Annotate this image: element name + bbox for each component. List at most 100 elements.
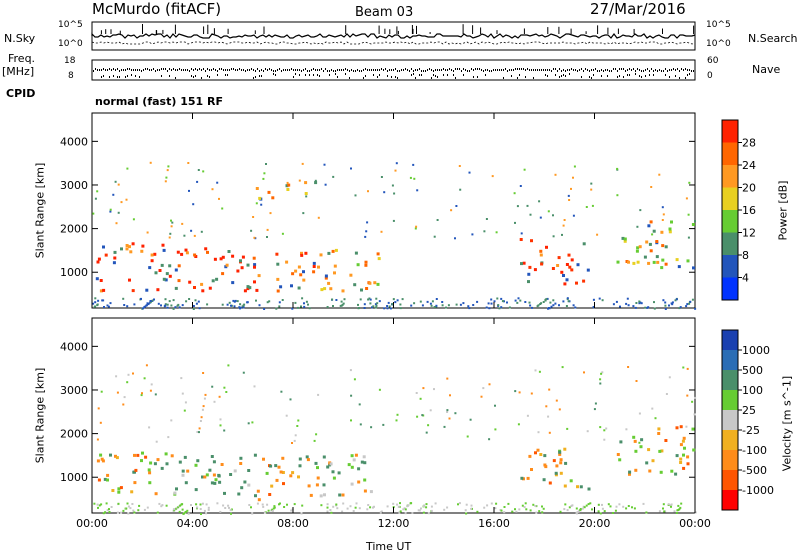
- echo-cell: [686, 259, 690, 263]
- freq-mark: [267, 69, 268, 71]
- freq-mark: [599, 70, 600, 72]
- echo-cell: [356, 263, 360, 267]
- echo-cell: [661, 258, 665, 262]
- echo-cell: [276, 289, 280, 293]
- ground-scatter-cell: [279, 502, 281, 505]
- ground-scatter-cell: [686, 303, 689, 306]
- scatter-cell: [200, 416, 203, 419]
- echo-cell: [569, 479, 573, 483]
- freq-mark: [443, 68, 444, 70]
- echo-cell: [333, 271, 336, 275]
- echo-cell: [619, 440, 623, 444]
- scatter-cell: [165, 176, 168, 179]
- colorbar-tick-label: 100: [742, 384, 763, 397]
- freq-mark: [467, 70, 468, 72]
- echo-cell: [362, 455, 366, 459]
- freq-mark: [565, 70, 566, 72]
- scatter-cell: [552, 235, 555, 238]
- ground-scatter-cell: [109, 302, 112, 305]
- scatter-cell: [414, 227, 417, 230]
- freq-mark: [209, 69, 210, 71]
- freq-mark: [171, 69, 172, 71]
- ground-scatter-cell: [266, 503, 269, 506]
- scatter-cell: [422, 387, 425, 390]
- echo-cell: [559, 458, 563, 462]
- echo-cell: [213, 481, 217, 485]
- echo-cell: [332, 476, 336, 480]
- nave-mark: [525, 76, 526, 78]
- freq-mark: [455, 68, 456, 70]
- ground-scatter-cell: [399, 303, 402, 306]
- station-title: McMurdo (fitACF): [92, 0, 222, 18]
- freq-mark: [593, 69, 594, 71]
- scatter-cell: [164, 180, 167, 183]
- ground-scatter-cell: [229, 509, 232, 512]
- ground-scatter-cell: [572, 304, 575, 307]
- nave-mark: [519, 74, 520, 76]
- scatter-cell: [514, 390, 517, 393]
- scatter-cell: [350, 419, 352, 422]
- nave-mark: [589, 76, 590, 78]
- ground-scatter-cell: [493, 300, 496, 303]
- echo-cell: [219, 257, 223, 261]
- scatter-cell: [202, 372, 205, 374]
- ground-scatter-cell: [271, 508, 274, 511]
- ground-scatter-cell: [326, 506, 329, 509]
- echo-cell: [208, 468, 212, 472]
- scatter-cell: [436, 219, 439, 221]
- freq-mark: [425, 70, 426, 72]
- echo-cell: [174, 268, 178, 272]
- echo-cell: [239, 462, 243, 465]
- scatter-cell: [188, 189, 190, 192]
- ground-scatter-cell: [195, 503, 198, 506]
- freq-mark: [261, 69, 262, 71]
- colorbar-segment: [722, 430, 738, 451]
- colorbar-tick-label: -500: [742, 464, 767, 477]
- ground-scatter-cell: [618, 503, 621, 506]
- colorbar-segment: [722, 490, 738, 511]
- scatter-cell: [425, 431, 428, 434]
- echo-cell: [133, 481, 137, 485]
- nave-mark: [227, 74, 228, 76]
- freq-mark: [657, 70, 658, 72]
- freq-mark: [411, 68, 412, 70]
- ground-scatter-cell: [332, 305, 334, 307]
- echo-cell: [326, 465, 330, 469]
- echo-cell: [360, 288, 363, 292]
- nave-mark: [103, 75, 104, 77]
- ground-scatter-cell: [305, 300, 308, 303]
- scatter-cell: [593, 408, 596, 411]
- ground-scatter-cell: [226, 303, 229, 306]
- scatter-cell: [180, 377, 183, 380]
- echo-cell: [177, 279, 181, 283]
- ground-scatter-cell: [386, 307, 389, 310]
- ground-scatter-cell: [143, 508, 146, 511]
- freq-mark: [591, 69, 592, 71]
- echo-cell: [652, 229, 656, 233]
- ground-scatter-cell: [376, 302, 379, 305]
- ground-scatter-cell: [470, 504, 473, 507]
- freq-mark: [193, 69, 194, 71]
- velocity-panel: 00:00 04:00 08:00 12:00 16:00 20:00 00:0010002…: [60, 317, 711, 530]
- echo-cell: [528, 454, 532, 458]
- nave-mark: [679, 77, 680, 79]
- nave-mark: [363, 77, 364, 79]
- ground-scatter-cell: [100, 503, 103, 506]
- nave-mark: [193, 76, 194, 78]
- freq-label: Freq.: [8, 52, 36, 65]
- cpid-label: CPID: [6, 87, 36, 100]
- echo-cell: [239, 259, 242, 263]
- echo-cell: [683, 446, 686, 450]
- scatter-cell: [446, 411, 449, 413]
- scatter-cell: [92, 212, 95, 215]
- freq-mark: [245, 70, 246, 72]
- ground-scatter-cell: [545, 298, 548, 301]
- ground-scatter-cell: [291, 307, 294, 310]
- echo-cell: [327, 251, 331, 255]
- nave-mark: [259, 75, 260, 77]
- ground-scatter-cell: [488, 307, 491, 310]
- nave-mark: [623, 76, 624, 78]
- scatter-cell: [433, 235, 436, 238]
- freq-mark: [529, 69, 530, 71]
- freq-mark: [679, 70, 680, 72]
